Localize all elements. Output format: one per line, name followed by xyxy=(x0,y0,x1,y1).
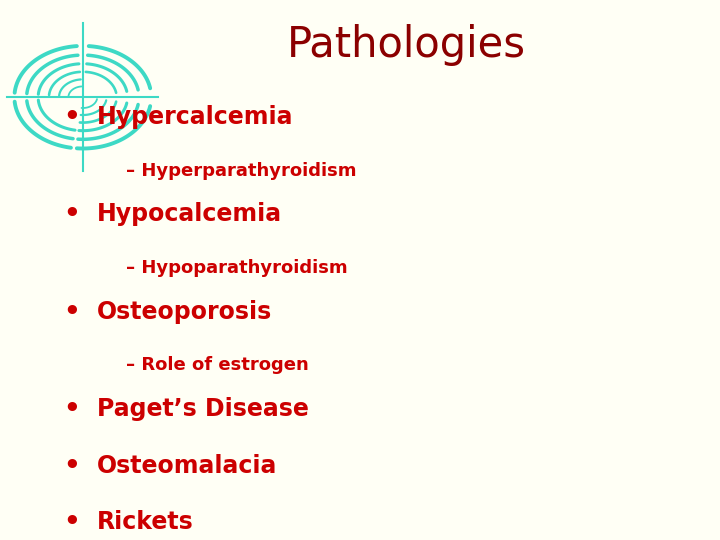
Text: – Hypoparathyroidism: – Hypoparathyroidism xyxy=(126,259,348,277)
Text: – Hyperparathyroidism: – Hyperparathyroidism xyxy=(126,162,356,180)
Text: – Role of estrogen: – Role of estrogen xyxy=(126,356,309,374)
Text: Osteoporosis: Osteoporosis xyxy=(97,300,272,323)
Text: •: • xyxy=(63,105,81,131)
Text: •: • xyxy=(63,397,81,423)
Text: •: • xyxy=(63,202,81,228)
Text: Paget’s Disease: Paget’s Disease xyxy=(97,397,309,421)
Text: •: • xyxy=(63,454,81,480)
Text: Rickets: Rickets xyxy=(97,510,194,534)
Text: Hypocalcemia: Hypocalcemia xyxy=(97,202,282,226)
Text: Pathologies: Pathologies xyxy=(287,24,526,66)
Text: Hypercalcemia: Hypercalcemia xyxy=(97,105,294,129)
Text: Osteomalacia: Osteomalacia xyxy=(97,454,278,477)
Text: •: • xyxy=(63,510,81,536)
Text: •: • xyxy=(63,300,81,326)
